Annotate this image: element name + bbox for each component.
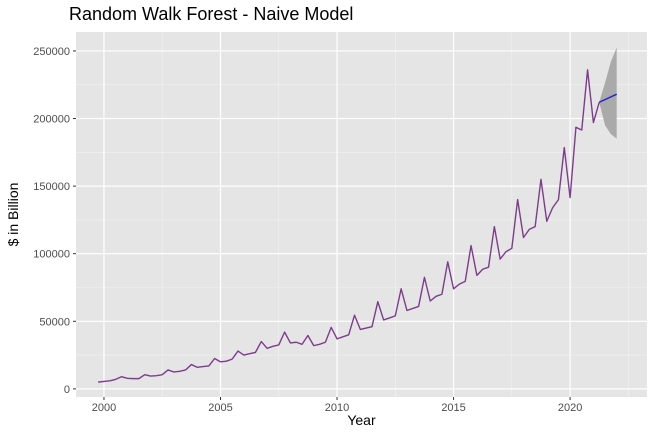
- y-tick-label: 100000: [33, 249, 70, 261]
- y-axis-ticks: 0 50000 100000 150000 200000 250000: [33, 46, 76, 396]
- x-axis-ticks: 2000 2005 2010 2015 2020: [92, 397, 582, 414]
- minor-gridlines: [76, 32, 647, 397]
- plot-panel: [76, 32, 647, 397]
- chart-title: Random Walk Forest - Naive Model: [69, 4, 353, 24]
- y-tick-label: 250000: [33, 46, 70, 58]
- y-tick-label: 150000: [33, 181, 70, 193]
- forecast-series-line: [598, 93, 617, 103]
- x-tick-label: 2015: [441, 402, 465, 414]
- y-tick-label: 200000: [33, 114, 70, 126]
- y-tick-label: 50000: [39, 316, 70, 328]
- x-axis-title: Year: [347, 412, 376, 428]
- y-axis-title: $ in Billion: [5, 183, 21, 247]
- forecast-interval-layer: [599, 47, 617, 139]
- x-tick-label: 2020: [558, 402, 582, 414]
- major-gridlines: [76, 32, 647, 397]
- x-tick-label: 2000: [92, 402, 116, 414]
- x-tick-label: 2005: [208, 402, 232, 414]
- y-tick-label: 0: [64, 384, 70, 396]
- history-series-line: [98, 69, 600, 383]
- x-tick-label: 2010: [325, 402, 349, 414]
- forecast-interval-band: [599, 47, 617, 139]
- series-layer: [98, 69, 617, 383]
